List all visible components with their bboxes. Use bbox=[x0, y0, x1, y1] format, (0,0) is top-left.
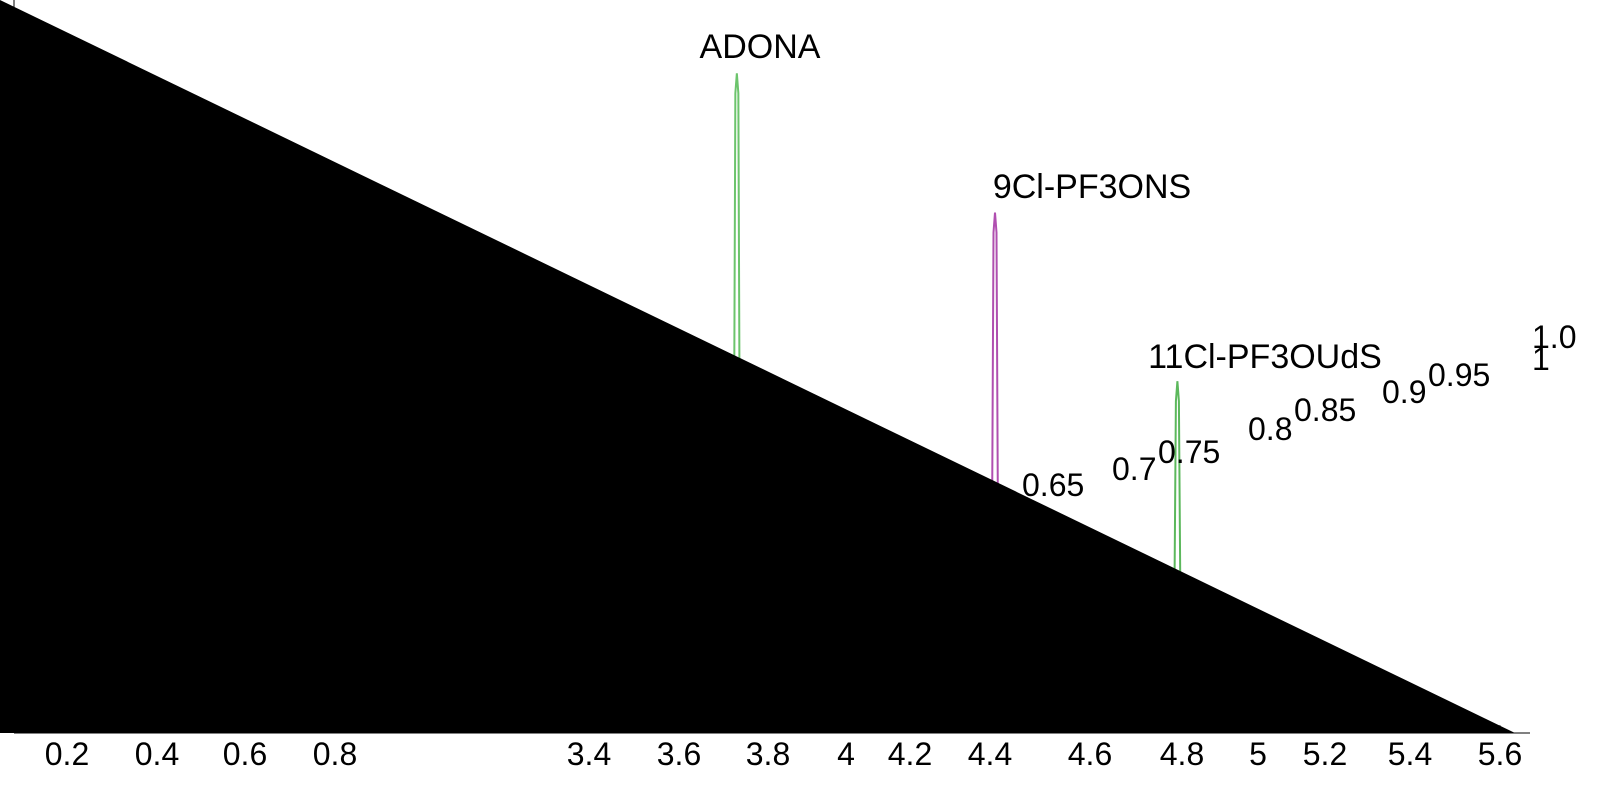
occluder bbox=[0, 0, 1515, 733]
overlay-label: 0.95 bbox=[1428, 357, 1490, 393]
x-tick-label: 5 bbox=[1249, 736, 1267, 772]
x-tick-label: 0.6 bbox=[223, 736, 267, 772]
x-tick-label: 4.2 bbox=[888, 736, 932, 772]
overlay-label: 0.65 bbox=[1022, 467, 1084, 503]
x-tick-label: 5.6 bbox=[1478, 736, 1522, 772]
peak bbox=[1172, 381, 1183, 734]
x-tick-label: 3.6 bbox=[657, 736, 701, 772]
x-tick-label: 5.4 bbox=[1388, 736, 1432, 772]
overlay-label: 0.75 bbox=[1158, 434, 1220, 470]
x-tick-label: 4 bbox=[837, 736, 855, 772]
overlay-label: 0.8 bbox=[1248, 411, 1292, 447]
peak bbox=[990, 212, 1000, 734]
x-tick-label: 3.4 bbox=[567, 736, 611, 772]
peak bbox=[731, 73, 742, 734]
peak-label: ADONA bbox=[700, 28, 821, 66]
overlay-label: 0.9 bbox=[1382, 374, 1426, 410]
x-tick-label: 0.2 bbox=[45, 736, 89, 772]
x-tick-label: 0.4 bbox=[135, 736, 179, 772]
overlay-label: 0.85 bbox=[1294, 392, 1356, 428]
peak-label: 11Cl-PF3OUdS bbox=[1148, 338, 1382, 376]
x-tick-label: 5.2 bbox=[1303, 736, 1347, 772]
peak-label: 9Cl-PF3ONS bbox=[993, 168, 1191, 206]
overlay-label: 1.0 bbox=[1532, 319, 1576, 355]
x-tick-label: 4.8 bbox=[1160, 736, 1204, 772]
x-tick-label: 0.8 bbox=[313, 736, 357, 772]
x-tick-label: 4.4 bbox=[968, 736, 1012, 772]
x-tick-label: 3.8 bbox=[746, 736, 790, 772]
overlay-label: 0.7 bbox=[1112, 451, 1156, 487]
x-tick-label: 4.6 bbox=[1068, 736, 1112, 772]
overlay-label: 1 bbox=[1532, 341, 1550, 377]
